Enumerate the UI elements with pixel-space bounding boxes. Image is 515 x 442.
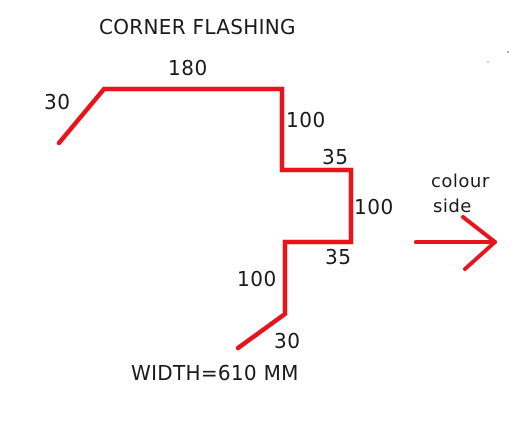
dimension-first-step: 35 [322, 145, 349, 169]
dimension-second-step: 35 [325, 245, 352, 269]
colour-side-arrowhead [461, 215, 497, 271]
dimension-lower-drop: 100 [237, 267, 277, 291]
stray-dot [507, 51, 509, 53]
dimension-first-drop: 100 [286, 108, 326, 132]
width-note: WIDTH=610 MM [131, 361, 299, 385]
dimension-bottom-lip: 30 [274, 329, 301, 353]
colour-side-label-line1: colour [431, 171, 490, 192]
flashing-profile-line [56, 86, 354, 351]
dimension-mid-drop: 100 [354, 195, 394, 219]
diagram-title: CORNER FLASHING [99, 15, 296, 39]
dimension-top: 180 [168, 56, 208, 80]
stray-dot [487, 61, 489, 63]
dimension-left-lip: 30 [44, 90, 71, 114]
colour-side-label-line2: side [433, 196, 472, 217]
